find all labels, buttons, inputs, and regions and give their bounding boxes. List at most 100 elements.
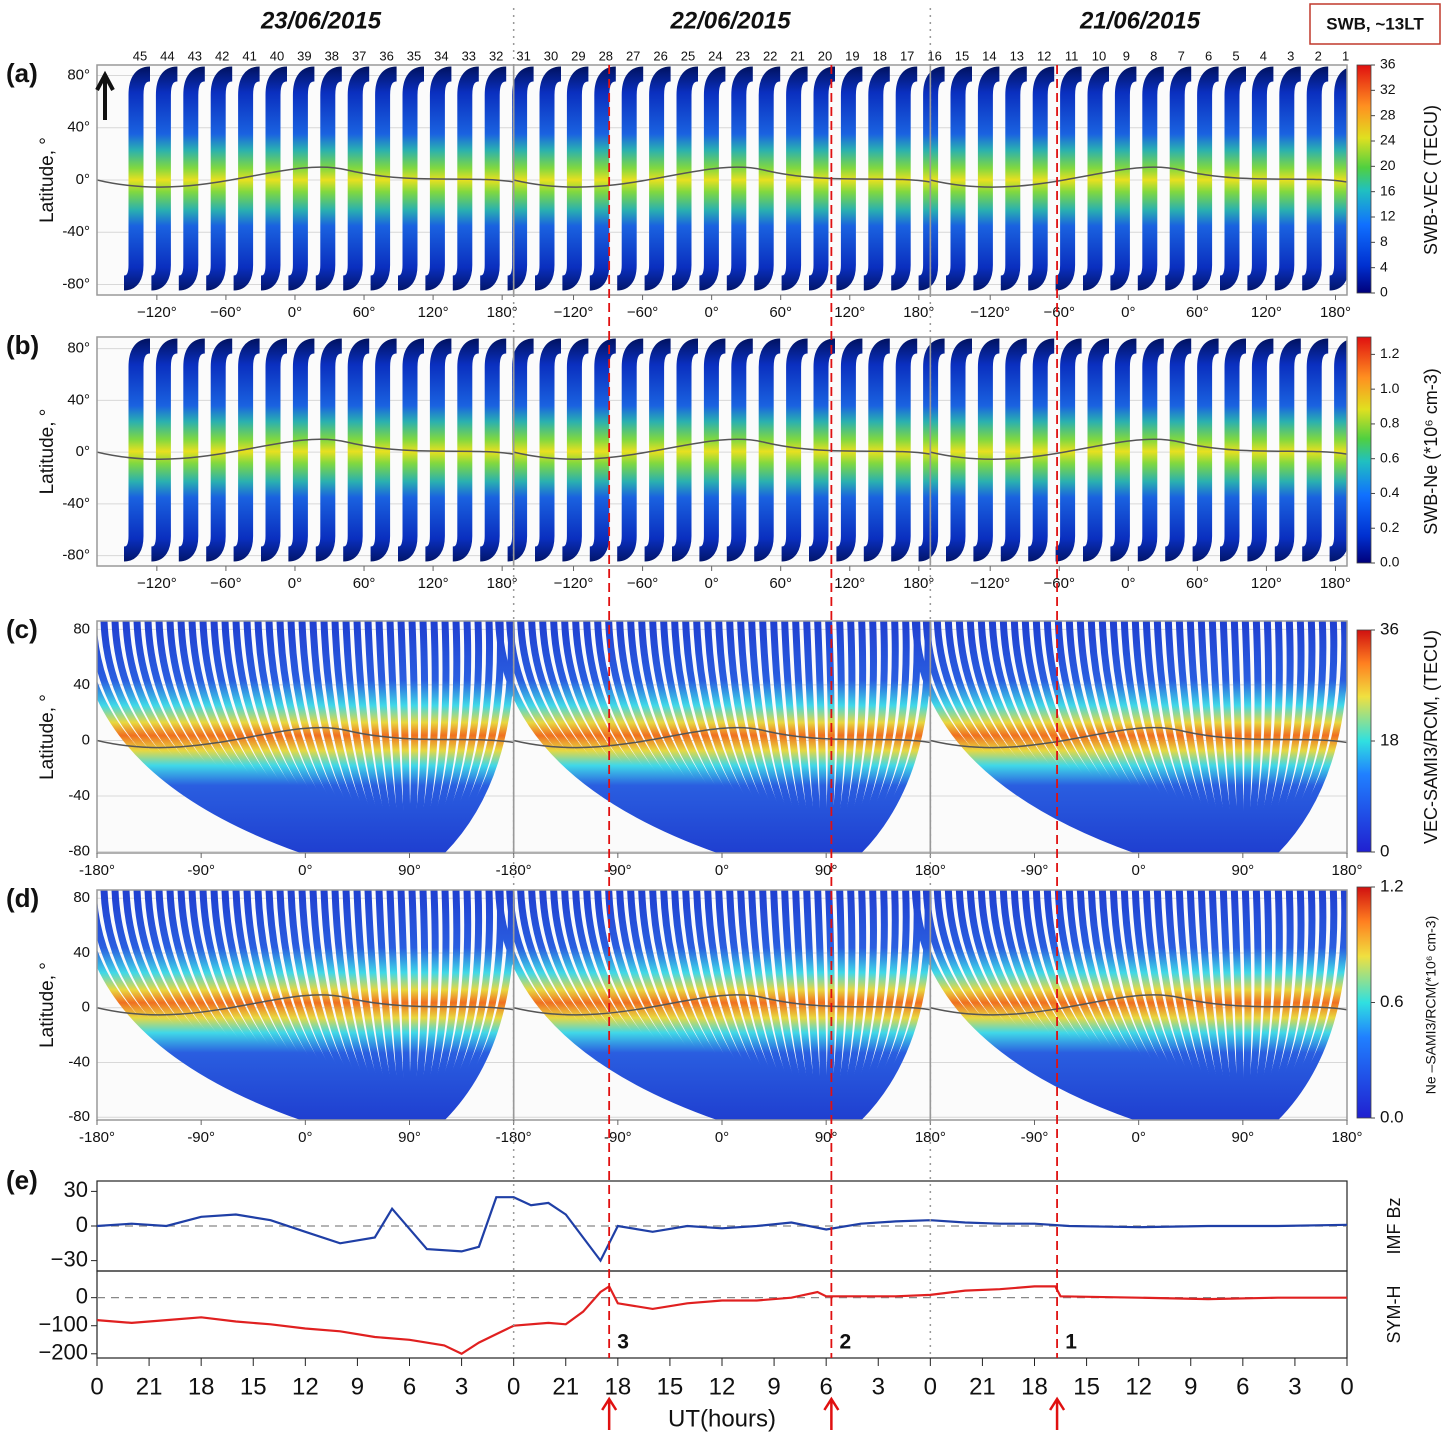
series-line [96,1284,1347,1356]
swath-track [315,66,343,291]
model-track [342,621,394,853]
model-track [1257,621,1305,853]
model-track [1267,621,1338,853]
date-label: 22/06/2015 [669,7,791,34]
colorbar-tick-label: 0.6 [1380,992,1404,1011]
model-track [770,621,814,853]
y-tick-label: -40° [62,495,90,512]
x-tick-label: 120° [834,575,865,592]
orbit-number: 42 [215,48,229,63]
y-tick-label: -40 [68,1053,90,1070]
model-track [430,621,493,853]
swath-track [342,66,370,291]
orbit-number: 1 [1342,48,1349,63]
model-track [1175,890,1227,1120]
model-track [1243,890,1262,1120]
swath-track [534,338,562,562]
model-track [1142,621,1217,853]
magnetic-equator [513,726,931,749]
y-tick-label: −100 [38,1312,88,1337]
model-track [830,890,856,1120]
orbit-number: 11 [1065,48,1079,63]
swath-track [753,66,781,291]
x-tick-label: 90° [1231,1129,1254,1146]
swath-track [972,66,1001,291]
model-track [276,621,373,853]
model-track [427,621,483,853]
x-tick-label: 60° [353,575,376,592]
orbit-number: 37 [352,48,366,63]
series-line [96,1196,1348,1263]
model-track [298,890,380,1120]
x-tick-label: 18 [604,1373,631,1400]
swath-track [178,338,206,562]
swath-track [616,338,644,562]
x-tick-label: 0° [1131,862,1145,879]
orbit-number: 24 [708,48,722,63]
y-tick-label: 80 [73,889,90,906]
orbit-number: 15 [955,48,969,63]
model-track [1153,890,1221,1120]
model-track [1076,621,1197,853]
model-track [413,890,439,1120]
colorbar-tick-label: 36 [1380,56,1396,72]
swath-track [643,338,672,562]
model-track [748,890,807,1120]
model-track [397,621,411,853]
orbit-number: 44 [160,48,174,63]
map-frame [929,336,1348,567]
model-track [1109,890,1207,1120]
swath-track [397,66,425,291]
x-tick-label: 0° [298,862,312,879]
swath-track [945,338,973,562]
orbit-number: 38 [325,48,339,63]
swath-track [671,338,699,562]
x-tick-label: 9 [767,1373,780,1400]
event-number: 1 [1065,1331,1077,1354]
colorbar-tick-label: 0.4 [1380,484,1400,500]
model-track [704,890,794,1120]
x-tick-label: 0 [1340,1373,1353,1400]
x-tick-label: −60° [1044,304,1075,321]
y-tick-label: 0 [76,1283,88,1308]
x-tick-label: 6 [819,1373,832,1400]
model-track [693,890,790,1120]
x-tick-label: -90° [1021,862,1049,879]
y-axis-label: Latitude, ° [37,137,58,223]
model-track [737,890,804,1120]
y-tick-label: 40° [67,119,90,136]
model-track [320,890,387,1120]
model-track [1076,890,1197,1120]
x-tick-label: 12 [292,1373,319,1400]
orbit-number: 27 [626,48,640,63]
model-track [1098,621,1203,853]
swath-track [808,338,836,562]
model-track [1250,621,1283,853]
model-track [1109,621,1207,853]
orbit-number: 23 [736,48,750,63]
x-tick-label: 180° [1320,575,1351,592]
model-track [1087,621,1200,853]
orbit-number: 21 [790,48,804,63]
orbit-number: 16 [927,48,941,63]
x-tick-label: 180° [487,304,518,321]
orbit-number: 22 [763,48,777,63]
colorbar-tick-label: 1.2 [1380,876,1404,895]
swath-track [452,66,480,291]
x-tick-label: -90° [187,1129,215,1146]
x-tick-label: 21 [136,1373,163,1400]
event-number: 3 [617,1331,629,1354]
model-track [843,890,899,1120]
colorbar-tick-label: 4 [1380,258,1388,274]
magnetic-equator [513,994,931,1016]
map-area [97,890,1347,1120]
y-tick-label: 40 [73,944,90,961]
magnetic-equator [930,438,1347,460]
model-track [364,890,401,1120]
x-tick-label: 12 [1125,1373,1152,1400]
x-tick-label: −120° [554,575,594,592]
x-tick-label: 120° [834,304,865,321]
x-tick-label: 0° [704,575,718,592]
swath-track [1274,66,1302,291]
